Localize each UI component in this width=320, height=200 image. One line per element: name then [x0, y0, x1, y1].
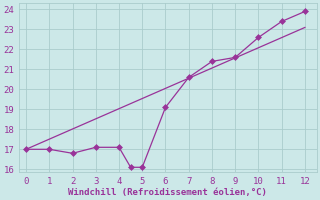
X-axis label: Windchill (Refroidissement éolien,°C): Windchill (Refroidissement éolien,°C) — [68, 188, 267, 197]
